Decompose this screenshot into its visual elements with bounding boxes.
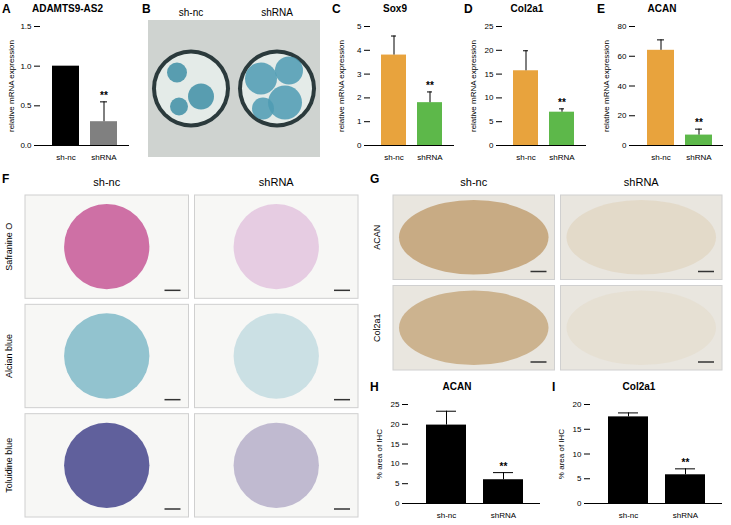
svg-text:10: 10 [485, 93, 494, 102]
svg-text:20: 20 [485, 46, 494, 55]
svg-text:relative mRNA expression: relative mRNA expression [469, 40, 478, 132]
svg-text:sh-nc: sh-nc [437, 511, 457, 520]
svg-text:shRNA: shRNA [549, 153, 575, 162]
svg-text:sh-nc: sh-nc [93, 176, 120, 188]
svg-text:1: 1 [357, 117, 362, 126]
svg-text:Toluidine blue: Toluidine blue [4, 438, 14, 493]
svg-text:% area of IHC: % area of IHC [375, 429, 384, 479]
svg-text:40: 40 [618, 82, 627, 91]
svg-text:10: 10 [573, 450, 582, 459]
svg-text:4: 4 [357, 46, 362, 55]
svg-text:Col2a1: Col2a1 [372, 313, 382, 342]
html-text:D: D [464, 2, 473, 16]
svg-text:**: ** [682, 457, 690, 468]
svg-text:shRNA: shRNA [91, 153, 117, 162]
svg-text:20: 20 [618, 111, 627, 120]
svg-text:% area of IHC: % area of IHC [557, 429, 566, 479]
html-text:G: G [370, 172, 380, 186]
svg-text:80: 80 [618, 22, 627, 31]
svg-text:**: ** [100, 90, 108, 101]
html-text:H: H [370, 380, 379, 394]
svg-text:20: 20 [573, 400, 582, 409]
svg-text:**: ** [695, 117, 703, 128]
svg-text:10: 10 [391, 459, 400, 468]
html-text:Sox9: Sox9 [383, 3, 407, 14]
svg-text:5: 5 [357, 22, 362, 31]
svg-text:3: 3 [357, 70, 362, 79]
html-text:E: E [597, 2, 605, 16]
svg-text:sh-nc: sh-nc [56, 153, 76, 162]
svg-text:1.5: 1.5 [20, 22, 32, 31]
svg-text:sh-nc: sh-nc [516, 153, 536, 162]
html-text:ACAN: ACAN [442, 381, 472, 392]
html-text:C: C [332, 2, 341, 16]
svg-text:sh-nc: sh-nc [384, 153, 404, 162]
svg-text:15: 15 [573, 425, 582, 434]
svg-text:0.5: 0.5 [20, 101, 32, 110]
svg-text:25: 25 [391, 400, 400, 409]
html-text:F: F [2, 172, 10, 186]
svg-text:60: 60 [618, 52, 627, 61]
html-text:A: A [2, 2, 11, 16]
svg-text:0: 0 [577, 499, 582, 508]
svg-text:**: ** [426, 80, 434, 91]
svg-text:shRNA: shRNA [259, 176, 295, 188]
svg-text:25: 25 [485, 22, 494, 31]
svg-text:sh-nc: sh-nc [651, 153, 671, 162]
svg-text:shRNA: shRNA [673, 511, 699, 520]
html-text:ADAMTS9-AS2: ADAMTS9-AS2 [31, 3, 104, 14]
svg-text:sh-nc: sh-nc [460, 176, 487, 188]
svg-text:Safranine O: Safranine O [4, 223, 14, 271]
svg-text:0: 0 [395, 499, 400, 508]
svg-text:sh-nc: sh-nc [619, 511, 639, 520]
html-text:Col2a1: Col2a1 [622, 381, 656, 392]
svg-text:20: 20 [391, 420, 400, 429]
svg-text:0.0: 0.0 [20, 141, 32, 150]
svg-text:15: 15 [485, 70, 494, 79]
svg-text:relative mRNA expression: relative mRNA expression [337, 40, 346, 132]
svg-text:Alcian blue: Alcian blue [4, 334, 14, 378]
html-text:I: I [552, 380, 556, 394]
svg-text:1.0: 1.0 [20, 62, 32, 71]
svg-text:sh-nc: sh-nc [179, 7, 203, 18]
svg-text:5: 5 [489, 117, 494, 126]
svg-text:shRNA: shRNA [686, 153, 712, 162]
svg-text:2: 2 [357, 93, 362, 102]
html-text:ACAN: ACAN [647, 3, 677, 14]
svg-text:shRNA: shRNA [491, 511, 517, 520]
svg-text:5: 5 [577, 474, 582, 483]
html-text:B: B [142, 2, 151, 16]
svg-text:relative mRNA expression: relative mRNA expression [602, 40, 611, 132]
svg-text:shRNA: shRNA [261, 7, 293, 18]
svg-text:shRNA: shRNA [624, 176, 660, 188]
svg-text:15: 15 [391, 440, 400, 449]
svg-text:ACAN: ACAN [372, 225, 382, 250]
svg-text:relative mRNA expression: relative mRNA expression [7, 40, 16, 132]
svg-text:0: 0 [357, 141, 362, 150]
svg-text:**: ** [500, 461, 508, 472]
svg-text:shRNA: shRNA [417, 153, 443, 162]
svg-text:0: 0 [489, 141, 494, 150]
svg-text:**: ** [558, 97, 566, 108]
html-text:Col2a1: Col2a1 [510, 3, 544, 14]
svg-text:5: 5 [395, 479, 400, 488]
svg-text:0: 0 [622, 141, 627, 150]
